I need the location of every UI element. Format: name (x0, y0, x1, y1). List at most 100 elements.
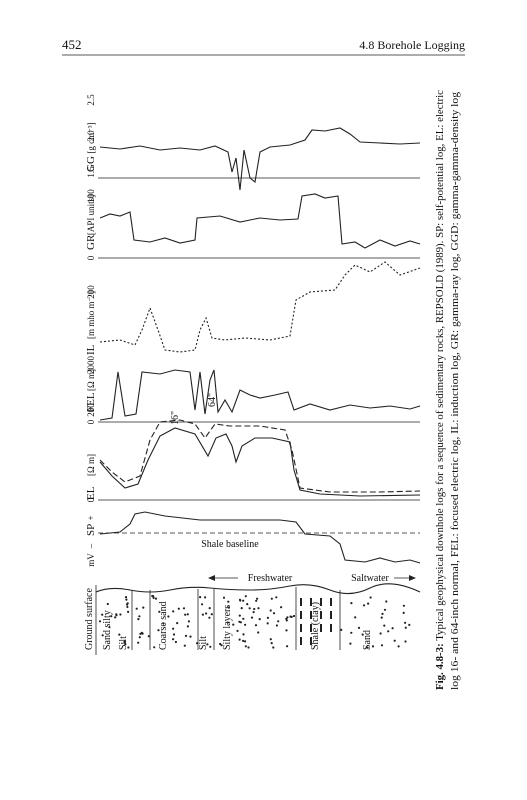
track-name: IL (85, 344, 97, 355)
dot (391, 627, 394, 630)
dot (199, 596, 202, 599)
dot (286, 645, 289, 648)
dot (137, 618, 140, 621)
dot (361, 633, 364, 636)
dot (118, 633, 121, 636)
dot (124, 596, 128, 599)
track-unit: [Ω m] (86, 369, 96, 391)
dot (254, 624, 258, 627)
dot (270, 597, 273, 600)
gr-log (99, 193, 421, 249)
dot (369, 596, 372, 599)
dot (269, 609, 272, 612)
dot (248, 607, 251, 610)
tick-label: 100 (86, 189, 96, 203)
tick-label: 2000 (86, 356, 96, 375)
shale-mark (320, 598, 322, 606)
shale-mark (330, 624, 332, 632)
dot (126, 602, 129, 605)
dot (362, 604, 366, 607)
dot (115, 613, 118, 616)
dot (172, 638, 175, 641)
arrow-head (409, 575, 416, 581)
dot (266, 616, 269, 620)
tick-label: 2.0 (86, 130, 96, 142)
dot (135, 607, 138, 610)
dot (177, 607, 180, 610)
dot (209, 645, 212, 648)
annotation: Saltwater (351, 573, 389, 584)
dot (402, 604, 405, 607)
dot (176, 622, 179, 625)
dot (387, 630, 390, 633)
dot (247, 646, 250, 649)
dot (138, 615, 141, 618)
dot (158, 610, 161, 613)
dot (174, 640, 177, 644)
caption-line: log 16- and 64-inch normal, FEL: focused… (450, 92, 461, 690)
dot (240, 607, 243, 610)
dot (172, 627, 175, 630)
dot (140, 631, 143, 635)
dot (201, 613, 204, 616)
annotation: Shale baseline (201, 539, 259, 550)
dot (350, 631, 353, 634)
shale-mark (300, 624, 302, 632)
dot (182, 607, 186, 610)
dot (110, 615, 113, 618)
gg-log (99, 127, 421, 191)
dot (186, 613, 189, 616)
dot (404, 626, 407, 629)
shale-mark (310, 637, 312, 645)
dot (357, 626, 361, 630)
dot (257, 631, 260, 634)
dot (201, 603, 204, 606)
dot (292, 614, 296, 618)
dot (138, 636, 141, 639)
dot (244, 623, 247, 626)
annotation: 64" (207, 393, 218, 407)
dot (187, 620, 190, 623)
track-name: SP (85, 524, 97, 536)
track-name: GG (85, 156, 97, 172)
dot (123, 640, 126, 643)
track-unit: [Ω m] (86, 454, 96, 476)
shale-mark (300, 637, 302, 645)
dot (272, 646, 275, 649)
dot (108, 626, 111, 629)
track-unit: mV (86, 553, 96, 567)
dot (275, 624, 278, 627)
caption-text: Typical geophysical downhole logs for a … (435, 89, 446, 640)
dot (383, 624, 386, 627)
dot (220, 644, 223, 647)
dot (285, 629, 288, 632)
dot (350, 602, 353, 605)
dot (242, 617, 245, 620)
dot (246, 603, 249, 606)
dot (239, 599, 242, 602)
tick-label: 0 (86, 419, 96, 424)
dot (385, 600, 388, 603)
dot (222, 596, 226, 599)
dot (289, 615, 292, 618)
el64-log (99, 419, 421, 493)
dot (162, 622, 165, 625)
dot (242, 639, 245, 643)
fel-log (99, 369, 421, 421)
dot (280, 606, 283, 609)
dot (226, 621, 229, 624)
dot (125, 598, 128, 601)
dot (119, 613, 122, 616)
dot (184, 634, 188, 638)
dot (167, 615, 170, 618)
dot (266, 622, 269, 625)
tick-label: 0 (86, 497, 96, 502)
dot (106, 602, 109, 606)
el16-log (99, 427, 421, 497)
shale-mark (310, 598, 312, 606)
dot (366, 646, 369, 649)
annotation: 16" (170, 411, 181, 425)
track-name: FEL (85, 392, 97, 412)
dot (227, 600, 230, 603)
lithology-label: Ground surface (84, 588, 95, 650)
